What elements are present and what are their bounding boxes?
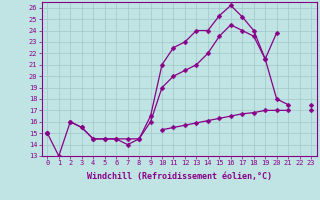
X-axis label: Windchill (Refroidissement éolien,°C): Windchill (Refroidissement éolien,°C) — [87, 172, 272, 181]
